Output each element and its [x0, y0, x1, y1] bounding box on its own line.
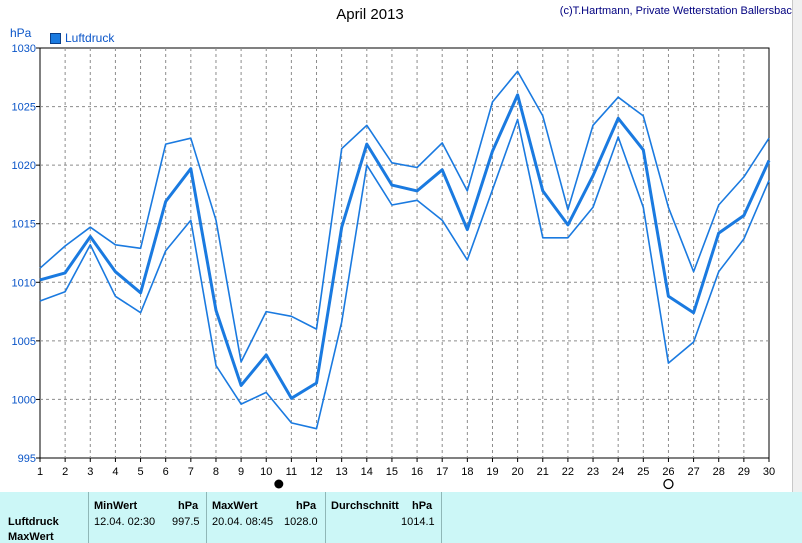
- min-datetime: 12.04. 02:30: [94, 516, 156, 528]
- x-tick-label: 26: [662, 466, 674, 478]
- series-line-max: [39, 70, 770, 363]
- avg-unit: hPa: [412, 500, 433, 512]
- x-tick-label: 1: [37, 466, 43, 478]
- series-line-mean: [39, 93, 771, 400]
- row-label-luftdruck: Luftdruck: [8, 516, 59, 528]
- avg-header: Durchschnitt: [331, 500, 399, 512]
- x-tick-label: 21: [537, 466, 549, 478]
- chart-plot: 1 2 3 4 5 6 7 8 9 10 11 12 13 14 15 16 17 18 19 20 21 22 23 24 2…: [12, 43, 775, 490]
- vertical-scrollbar[interactable]: [792, 0, 802, 492]
- x-tick-label: 29: [738, 466, 750, 478]
- x-tick-label: 17: [436, 466, 448, 478]
- x-tick-label: 9: [238, 466, 244, 478]
- x-tick-label: 10: [260, 466, 272, 478]
- avg-value: 1014.1: [401, 516, 435, 528]
- stats-table: MinWert hPa MaxWert hPa Durchschnitt hPa…: [0, 492, 802, 543]
- y-axis-unit: hPa: [10, 26, 32, 40]
- x-tick-label: 2: [62, 466, 68, 478]
- x-tick-label: 24: [612, 466, 624, 478]
- min-unit: hPa: [178, 500, 199, 512]
- legend: Luftdruck: [50, 31, 114, 45]
- x-tick-label: 22: [562, 466, 574, 478]
- min-value: 997.5: [172, 516, 200, 528]
- x-tick-label: 20: [511, 466, 523, 478]
- x-tick-label: 11: [286, 466, 297, 478]
- x-tick-label: 23: [587, 466, 599, 478]
- copyright-note: (c)T.Hartmann, Private Wetterstation Bal…: [559, 5, 798, 17]
- min-header: MinWert: [94, 500, 138, 512]
- x-tick-label: 14: [361, 466, 373, 478]
- x-tick-label: 16: [411, 466, 423, 478]
- y-tick-label: 995: [18, 453, 36, 465]
- x-tick-label: 4: [112, 466, 118, 478]
- max-header: MaxWert: [212, 500, 258, 512]
- plot-area: [39, 47, 770, 459]
- x-tick-label: 30: [763, 466, 775, 478]
- max-value: 1028.0: [284, 516, 318, 528]
- y-tick-label: 1030: [12, 43, 36, 55]
- x-tick-label: 27: [687, 466, 699, 478]
- max-unit: hPa: [296, 500, 317, 512]
- x-tick-label: 12: [310, 466, 322, 478]
- legend-swatch-icon: [50, 32, 61, 44]
- series-line-min: [39, 118, 770, 430]
- y-tick-label: 1000: [12, 394, 36, 406]
- x-tick-label: 3: [87, 466, 93, 478]
- x-tick-label: 6: [163, 466, 169, 478]
- chart-title: April 2013: [336, 6, 404, 23]
- x-tick-label: 7: [188, 466, 194, 478]
- y-tick-label: 1020: [12, 160, 36, 172]
- y-tick-label: 1005: [12, 336, 36, 348]
- x-tick-label: 18: [461, 466, 473, 478]
- max-datetime: 20.04. 08:45: [212, 516, 274, 528]
- x-tick-label: 5: [137, 466, 143, 478]
- x-tick-label: 15: [386, 466, 398, 478]
- new-moon-icon: [274, 479, 284, 489]
- legend-label: Luftdruck: [65, 31, 115, 45]
- x-tick-label: 28: [713, 466, 725, 478]
- y-tick-label: 1025: [12, 102, 36, 114]
- full-moon-icon: [663, 478, 674, 490]
- y-tick-label: 1010: [12, 277, 36, 289]
- x-tick-label: 19: [486, 466, 498, 478]
- x-tick-label: 13: [336, 466, 348, 478]
- y-tick-label: 1015: [12, 219, 36, 231]
- row-label-maxwert: MaxWert: [8, 531, 54, 543]
- x-tick-label: 8: [213, 466, 219, 478]
- x-tick-label: 25: [637, 466, 649, 478]
